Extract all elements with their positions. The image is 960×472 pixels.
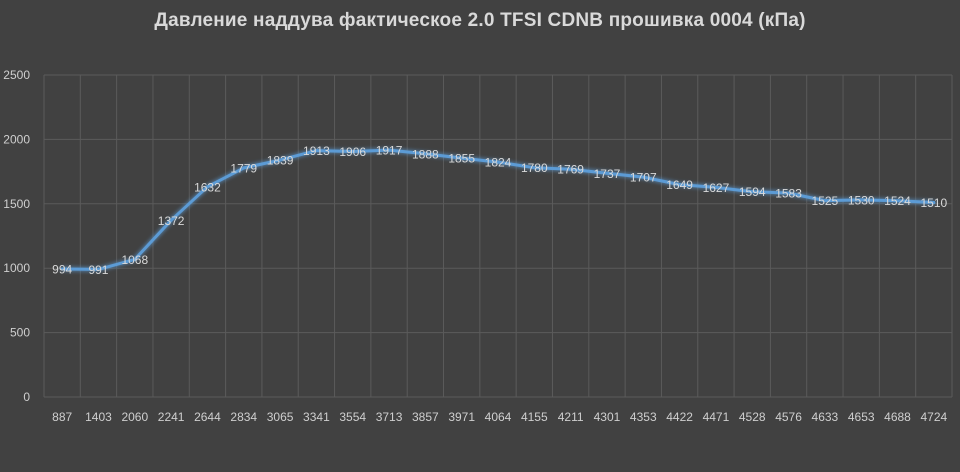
data-label: 1510 — [920, 196, 947, 210]
x-tick-label: 4633 — [812, 410, 839, 424]
data-label: 1737 — [594, 167, 621, 181]
data-point — [96, 267, 100, 271]
data-label: 1917 — [376, 144, 403, 158]
data-point — [787, 191, 791, 195]
data-point — [133, 257, 137, 261]
data-label: 1372 — [158, 214, 185, 228]
data-label: 991 — [88, 263, 108, 277]
x-tick-label: 2834 — [230, 410, 257, 424]
x-tick-label: 2241 — [158, 410, 185, 424]
x-tick-label: 3065 — [267, 410, 294, 424]
data-point — [387, 148, 391, 152]
x-tick-label: 3341 — [303, 410, 330, 424]
data-label: 1707 — [630, 171, 657, 185]
data-point — [278, 158, 282, 162]
data-label: 1913 — [303, 144, 330, 158]
data-label: 1906 — [339, 145, 366, 159]
data-label: 1594 — [739, 185, 766, 199]
data-label: 1769 — [557, 163, 584, 177]
x-tick-label: 4653 — [848, 410, 875, 424]
data-point — [823, 199, 827, 203]
y-tick-label: 1500 — [3, 197, 30, 211]
x-tick-label: 4576 — [775, 410, 802, 424]
y-tick-label: 2500 — [3, 68, 30, 82]
x-tick-label: 4301 — [594, 410, 621, 424]
data-label: 1583 — [775, 187, 802, 201]
x-tick-label: 4211 — [558, 410, 584, 424]
y-tick-label: 2000 — [3, 132, 30, 146]
x-tick-label: 4471 — [703, 410, 730, 424]
data-label: 1649 — [666, 178, 693, 192]
data-point — [605, 171, 609, 175]
chart-title: Давление наддува фактическое 2.0 TFSI CD… — [154, 10, 806, 31]
x-tick-label: 2644 — [194, 410, 221, 424]
x-tick-label: 3857 — [412, 410, 439, 424]
data-point — [351, 150, 355, 154]
data-label: 1627 — [703, 181, 730, 195]
x-tick-label: 4422 — [666, 410, 693, 424]
x-tick-label: 4353 — [630, 410, 657, 424]
x-tick-label: 887 — [52, 410, 72, 424]
data-point — [714, 185, 718, 189]
data-point — [678, 183, 682, 187]
data-point — [859, 198, 863, 202]
data-label: 1524 — [884, 194, 911, 208]
data-point — [460, 156, 464, 160]
data-label: 994 — [52, 262, 72, 276]
x-tick-label: 1403 — [85, 410, 112, 424]
data-point — [532, 166, 536, 170]
data-point — [932, 201, 936, 205]
y-tick-label: 0 — [23, 390, 30, 404]
y-tick-label: 500 — [10, 326, 30, 340]
x-tick-label: 3713 — [376, 410, 403, 424]
x-tick-label: 3554 — [339, 410, 366, 424]
x-tick-label: 4528 — [739, 410, 766, 424]
x-tick-label: 4724 — [920, 410, 947, 424]
data-label: 1525 — [812, 194, 839, 208]
data-label: 1855 — [448, 152, 475, 166]
data-point — [896, 199, 900, 203]
y-tick-label: 1000 — [3, 261, 30, 275]
data-point — [242, 166, 246, 170]
data-point — [569, 167, 573, 171]
data-point — [314, 149, 318, 153]
data-label: 1068 — [121, 253, 148, 267]
data-point — [205, 185, 209, 189]
data-point — [60, 267, 64, 271]
x-tick-label: 3971 — [448, 410, 475, 424]
data-label: 1888 — [412, 147, 439, 161]
data-point — [169, 218, 173, 222]
data-label: 1824 — [485, 156, 512, 170]
data-point — [496, 160, 500, 164]
x-tick-label: 4064 — [485, 410, 512, 424]
data-label: 1779 — [230, 161, 257, 175]
data-label: 1632 — [194, 180, 221, 194]
data-label: 1780 — [521, 161, 548, 175]
data-point — [641, 175, 645, 179]
x-tick-label: 2060 — [121, 410, 148, 424]
data-point — [423, 152, 427, 156]
x-tick-label: 4688 — [884, 410, 911, 424]
data-label: 1530 — [848, 193, 875, 207]
data-point — [750, 190, 754, 194]
x-tick-label: 4155 — [521, 410, 548, 424]
data-label: 1839 — [267, 154, 294, 168]
